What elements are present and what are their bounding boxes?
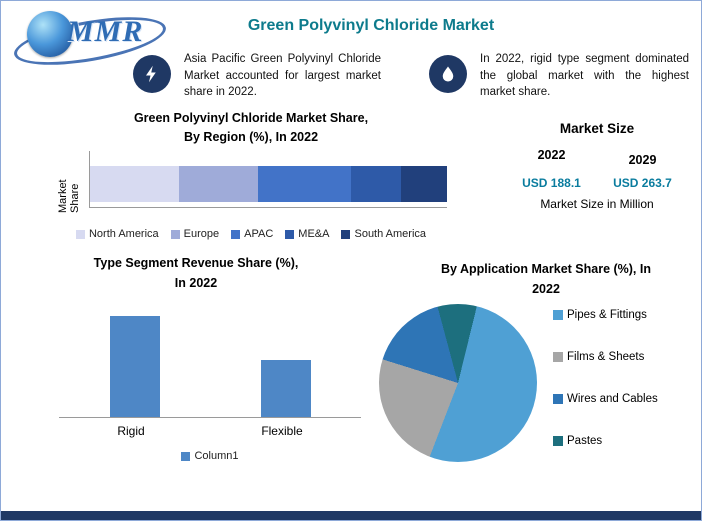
region-bar-segment-europe	[179, 166, 258, 202]
type-chart-title-line2: In 2022	[174, 276, 218, 290]
region-bar-segment-north-america	[90, 166, 180, 202]
application-pie	[379, 304, 537, 462]
region-bar-segment-south-america	[400, 166, 447, 202]
application-chart-title: By Application Market Share (%), In 2022	[396, 259, 696, 299]
type-chart-title: Type Segment Revenue Share (%), In 2022	[31, 253, 361, 293]
legend-label: Wires and Cables	[567, 393, 658, 405]
legend-label: North America	[88, 228, 159, 240]
footer-bar	[1, 511, 701, 520]
region-chart-title-line2: By Region (%), In 2022	[183, 130, 319, 145]
region-chart-title: Green Polyvinyl Chloride Market Share, B…	[81, 109, 421, 148]
legend-label: Pipes & Fittings	[567, 309, 647, 321]
region-chart-ylabel: Market Share	[57, 149, 81, 213]
legend-label: South America	[354, 228, 427, 240]
legend-label: Films & Sheets	[567, 351, 645, 363]
legend-label: Pastes	[567, 435, 603, 447]
market-size-years: 2022 2029	[506, 148, 688, 167]
type-bar-flexible	[260, 360, 311, 417]
lightning-icon	[133, 55, 171, 93]
application-legend-item: Pastes	[553, 435, 658, 447]
region-legend-item: South America	[341, 228, 426, 240]
droplet-icon	[429, 55, 467, 93]
type-categories: Rigid Flexible	[59, 424, 361, 438]
type-chart-title-line1: Type Segment Revenue Share (%),	[93, 256, 299, 270]
application-legend-item: Wires and Cables	[553, 393, 658, 405]
region-bar-segment-apac	[257, 166, 351, 202]
region-legend-item: ME&A	[285, 228, 329, 240]
region-ylabel-text: Market Share	[57, 179, 81, 213]
region-stacked-bar	[90, 166, 447, 202]
market-size-note: Market Size in Million	[540, 197, 654, 211]
market-size-value-2022: USD 188.1	[522, 176, 581, 190]
legend-label: Europe	[183, 228, 220, 240]
type-legend: Column1	[59, 450, 361, 462]
globe-icon	[27, 11, 73, 57]
application-chart-title-line2: 2022	[532, 282, 560, 296]
legend-swatch	[285, 229, 295, 239]
region-legend-item: North America	[75, 228, 159, 240]
logo-text: MMR	[67, 15, 144, 48]
market-size-title: Market Size	[559, 121, 635, 136]
region-chart-plot	[89, 151, 447, 208]
legend-swatch	[75, 229, 85, 239]
legend-swatch	[181, 451, 191, 461]
region-legend-item: Europe	[170, 228, 220, 240]
legend-swatch	[553, 394, 563, 404]
application-chart-title-line1: By Application Market Share (%), In	[441, 262, 651, 276]
page-title: Green Polyvinyl Chloride Market	[247, 17, 495, 34]
market-size-value-2029: USD 263.7	[613, 176, 672, 190]
legend-swatch	[553, 310, 563, 320]
legend-swatch	[553, 352, 563, 362]
type-bar-rigid	[109, 316, 160, 417]
legend-label: ME&A	[298, 228, 330, 240]
callout-asia-pacific-text: Asia Pacific Green Polyvinyl Chloride Ma…	[184, 53, 381, 99]
type-legend-item: Column1	[181, 450, 239, 462]
market-size-values: USD 188.1 USD 263.7	[506, 176, 688, 190]
legend-swatch	[341, 229, 351, 239]
region-legend-item: APAC	[231, 228, 273, 240]
callout-asia-pacific: Asia Pacific Green Polyvinyl Chloride Ma…	[133, 51, 381, 101]
region-bar-segment-me-a	[350, 166, 401, 202]
callout-rigid-segment: In 2022, rigid type segment dominated th…	[429, 51, 689, 101]
legend-swatch	[170, 229, 180, 239]
type-category-label: Flexible	[261, 424, 303, 438]
application-legend-item: Films & Sheets	[553, 351, 658, 363]
type-plot	[59, 299, 361, 418]
legend-label: APAC	[244, 228, 274, 240]
legend-swatch	[553, 436, 563, 446]
legend-label: Column1	[194, 450, 239, 462]
application-legend: Pipes & Fittings Films & Sheets Wires and …	[553, 309, 658, 447]
callout-rigid-segment-text: In 2022, rigid type segment dominated th…	[480, 53, 689, 99]
market-size-panel: Market Size 2022 2029 USD 188.1 USD 263.…	[506, 121, 688, 211]
market-size-year-2029: 2029	[628, 153, 657, 167]
region-chart-title-line1: Green Polyvinyl Chloride Market Share,	[133, 111, 369, 125]
mmr-logo: MMR	[9, 5, 179, 75]
market-size-year-2022: 2022	[537, 148, 566, 162]
region-legend: North America Europe APAC ME&A South America	[46, 228, 456, 240]
application-legend-item: Pipes & Fittings	[553, 309, 658, 321]
legend-swatch	[231, 229, 241, 239]
type-category-label: Rigid	[117, 424, 145, 438]
